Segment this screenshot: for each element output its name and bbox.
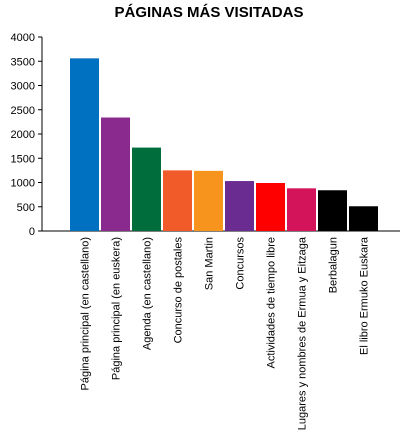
bar — [101, 117, 130, 231]
category-label: Página principal (en castellano) — [80, 237, 92, 390]
category-label: Concurso de postales — [173, 237, 185, 344]
y-tick-label: 1500 — [11, 153, 35, 165]
bars — [70, 58, 378, 232]
bar — [318, 190, 347, 231]
category-label: Actividades de tiempo libre — [266, 237, 278, 368]
bar — [225, 181, 254, 231]
y-tick-label: 3500 — [11, 56, 35, 68]
y-tick-label: 2000 — [11, 129, 35, 141]
bar — [349, 206, 378, 231]
bar — [163, 170, 192, 231]
bar — [194, 170, 223, 231]
category-label: El libro Ermuko Euskara — [359, 236, 371, 355]
category-label: Lugares y nombres de Ermua y Eitzaga — [297, 236, 309, 430]
category-label: Concursos — [235, 237, 247, 290]
bar — [256, 182, 285, 231]
y-tick-label: 3000 — [11, 81, 35, 93]
category-label: Berbalagun — [328, 237, 340, 293]
chart-title: PÁGINAS MÁS VISITADAS — [115, 4, 304, 21]
y-tick-label: 1000 — [11, 178, 35, 190]
category-label: Página principal (en euskera) — [111, 237, 123, 380]
bar — [287, 188, 316, 231]
y-tick-label: 4000 — [11, 32, 35, 44]
y-tick-label: 500 — [17, 202, 35, 214]
bar — [132, 147, 161, 231]
category-labels: Página principal (en castellano) Página p… — [80, 236, 371, 430]
category-label: San Martin — [204, 237, 216, 290]
category-label: Agenda (en castellano) — [142, 237, 154, 350]
bar — [70, 58, 99, 232]
y-axis: 0 500 1000 1500 2000 2500 3000 3500 4000 — [11, 32, 43, 238]
y-tick-label: 0 — [29, 226, 35, 238]
y-tick-label: 2500 — [11, 105, 35, 117]
